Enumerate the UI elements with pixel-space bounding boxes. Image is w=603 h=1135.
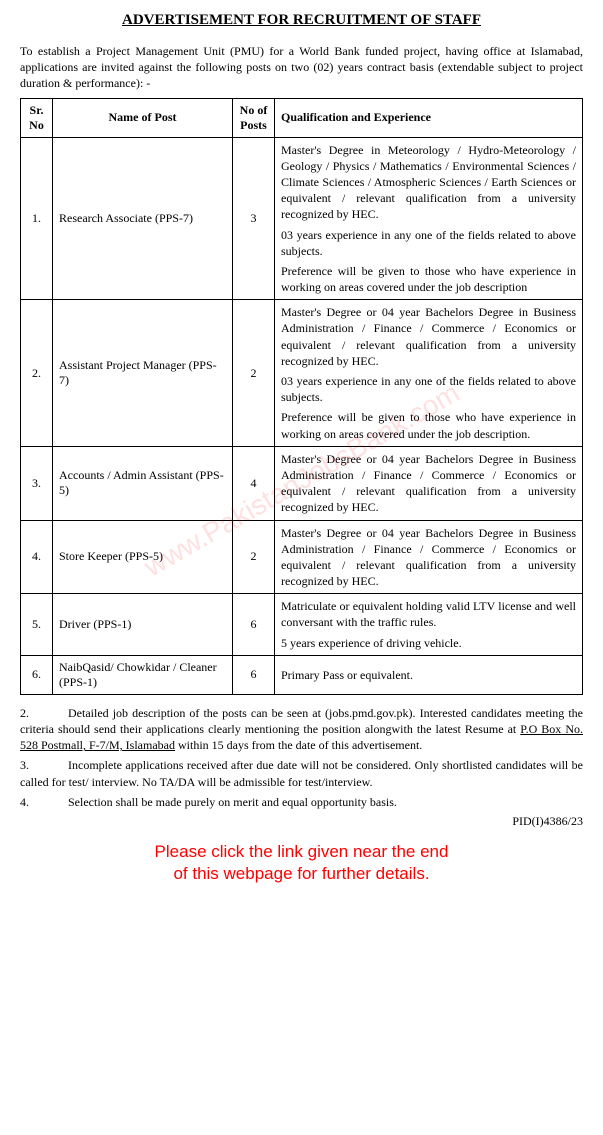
table-header-row: Sr. No Name of Post No of Posts Qualific… [21, 98, 583, 137]
cell-count: 4 [233, 446, 275, 520]
pid-code: PID(I)4386/23 [20, 814, 583, 829]
cell-qualification: Master's Degree or 04 year Bachelors Deg… [275, 300, 583, 447]
table-row: 4.Store Keeper (PPS-5)2Master's Degree o… [21, 520, 583, 594]
cell-post-name: Store Keeper (PPS-5) [53, 520, 233, 594]
header-qual: Qualification and Experience [275, 98, 583, 137]
header-count: No of Posts [233, 98, 275, 137]
cell-qualification: Master's Degree or 04 year Bachelors Deg… [275, 446, 583, 520]
footer-item-number: 2. [20, 705, 68, 721]
footer-item: 4.Selection shall be made purely on meri… [20, 794, 583, 810]
header-name: Name of Post [53, 98, 233, 137]
cell-post-name: Driver (PPS-1) [53, 594, 233, 656]
cell-post-name: NaibQasid/ Chowkidar / Cleaner (PPS-1) [53, 655, 233, 694]
footer-notes: 2.Detailed job description of the posts … [20, 705, 583, 810]
table-row: 2.Assistant Project Manager (PPS-7)2Mast… [21, 300, 583, 447]
table-row: 5.Driver (PPS-1)6Matriculate or equivale… [21, 594, 583, 656]
table-row: 6.NaibQasid/ Chowkidar / Cleaner (PPS-1)… [21, 655, 583, 694]
cell-post-name: Accounts / Admin Assistant (PPS-5) [53, 446, 233, 520]
cell-qualification: Primary Pass or equivalent. [275, 655, 583, 694]
cell-sr: 6. [21, 655, 53, 694]
cell-count: 2 [233, 520, 275, 594]
posts-table: Sr. No Name of Post No of Posts Qualific… [20, 98, 583, 695]
footer-item-text: Detailed job description of the posts ca… [20, 706, 583, 736]
table-row: 1.Research Associate (PPS-7)3Master's De… [21, 137, 583, 300]
cell-post-name: Assistant Project Manager (PPS-7) [53, 300, 233, 447]
cell-count: 6 [233, 655, 275, 694]
footer-item-text-tail: within 15 days from the date of this adv… [175, 738, 422, 752]
page-title: ADVERTISEMENT FOR RECRUITMENT OF STAFF [20, 12, 583, 29]
qualification-line: Master's Degree in Meteorology / Hydro-M… [281, 142, 576, 223]
qualification-line: 03 years experience in any one of the fi… [281, 373, 576, 405]
qualification-line: Master's Degree or 04 year Bachelors Deg… [281, 451, 576, 516]
qualification-line: Preference will be given to those who ha… [281, 263, 576, 295]
cell-count: 2 [233, 300, 275, 447]
cell-sr: 1. [21, 137, 53, 300]
cell-count: 6 [233, 594, 275, 656]
footer-item-text: Selection shall be made purely on merit … [68, 795, 397, 809]
cell-sr: 4. [21, 520, 53, 594]
cell-sr: 2. [21, 300, 53, 447]
cell-sr: 3. [21, 446, 53, 520]
header-sr: Sr. No [21, 98, 53, 137]
qualification-line: 5 years experience of driving vehicle. [281, 635, 576, 651]
qualification-line: Matriculate or equivalent holding valid … [281, 598, 576, 630]
qualification-line: Preference will be given to those who ha… [281, 409, 576, 441]
cell-qualification: Master's Degree in Meteorology / Hydro-M… [275, 137, 583, 300]
cell-qualification: Matriculate or equivalent holding valid … [275, 594, 583, 656]
qualification-line: Primary Pass or equivalent. [281, 667, 576, 683]
qualification-line: Master's Degree or 04 year Bachelors Deg… [281, 525, 576, 590]
footer-item-text: Incomplete applications received after d… [20, 758, 583, 788]
cta-message: Please click the link given near the end… [20, 841, 583, 885]
cell-sr: 5. [21, 594, 53, 656]
cta-line-1: Please click the link given near the end [155, 842, 449, 861]
intro-paragraph: To establish a Project Management Unit (… [20, 43, 583, 92]
footer-item-number: 3. [20, 757, 68, 773]
footer-item: 2.Detailed job description of the posts … [20, 705, 583, 754]
cell-post-name: Research Associate (PPS-7) [53, 137, 233, 300]
footer-item: 3.Incomplete applications received after… [20, 757, 583, 789]
cell-qualification: Master's Degree or 04 year Bachelors Deg… [275, 520, 583, 594]
footer-item-number: 4. [20, 794, 68, 810]
cell-count: 3 [233, 137, 275, 300]
qualification-line: 03 years experience in any one of the fi… [281, 227, 576, 259]
qualification-line: Master's Degree or 04 year Bachelors Deg… [281, 304, 576, 369]
cta-line-2: of this webpage for further details. [173, 864, 429, 883]
table-row: 3.Accounts / Admin Assistant (PPS-5)4Mas… [21, 446, 583, 520]
